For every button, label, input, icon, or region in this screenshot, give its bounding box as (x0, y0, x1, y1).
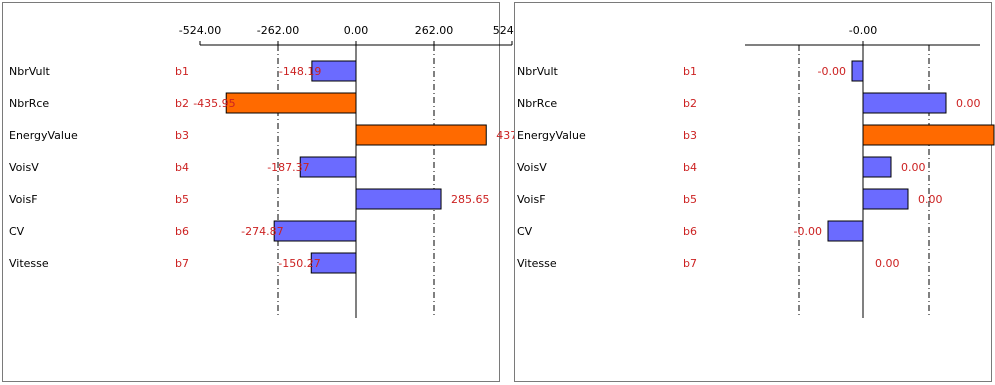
bar (827, 220, 864, 242)
row-name-label: NbrRce (9, 97, 49, 110)
bar (851, 60, 864, 82)
row-name-label: NbrVult (9, 65, 51, 78)
row-name-label: VoisF (517, 193, 546, 206)
bar-value-label: -150.27 (278, 257, 320, 270)
row-code-label: b2 (683, 97, 697, 110)
row-code-label: b1 (683, 65, 697, 78)
row-name-label: Vitesse (517, 257, 557, 270)
x-tick-label: -0.00 (849, 24, 877, 37)
x-tick-label: 262.00 (415, 24, 454, 37)
row-name-label: Vitesse (9, 257, 49, 270)
bar-value-label: 0.00 (901, 161, 926, 174)
row-code-label: b5 (175, 193, 189, 206)
row-name-label: VoisV (9, 161, 39, 174)
right-chart-panel: -0.00 NbrVult b1 -0.00 NbrRce b2 0.00 EnergyVal… (514, 2, 995, 382)
bar (862, 188, 909, 210)
bar (862, 156, 892, 178)
bar-value-label: -0.00 (794, 225, 822, 238)
row-code-label: b3 (683, 129, 697, 142)
bar-value-label: 0.00 (875, 257, 900, 270)
row-code-label: b5 (683, 193, 697, 206)
bar (225, 92, 357, 114)
x-tick-label: -262.00 (257, 24, 299, 37)
bar-value-label: -435.95 (193, 97, 235, 110)
row-code-label: b4 (175, 161, 189, 174)
row-name-label: VoisV (517, 161, 547, 174)
bar (862, 124, 995, 146)
x-tick-label: -524.00 (179, 24, 221, 37)
bar (355, 188, 442, 210)
row-code-label: b3 (175, 129, 189, 142)
row-code-label: b7 (683, 257, 697, 270)
bar-value-label: 285.65 (451, 193, 490, 206)
row-code-label: b2 (175, 97, 189, 110)
row-code-label: b1 (175, 65, 189, 78)
row-name-label: CV (517, 225, 533, 238)
row-code-label: b7 (175, 257, 189, 270)
bar (862, 92, 947, 114)
bar (273, 220, 357, 242)
bar (310, 252, 357, 274)
left-chart-panel: -524.00 -262.00 0.00 262.00 524.00 NbrVult b1-… (2, 2, 535, 382)
bar-value-label: -0.00 (818, 65, 846, 78)
bar-value-label: -187.37 (267, 161, 309, 174)
bar (299, 156, 357, 178)
row-name-label: EnergyValue (9, 129, 78, 142)
row-name-label: CV (9, 225, 25, 238)
row-code-label: b6 (683, 225, 697, 238)
row-name-label: EnergyValue (517, 129, 586, 142)
bar-value-label: 0.00 (956, 97, 981, 110)
right-chart-svg: -0.00 NbrVult b1 -0.00 NbrRce b2 0.00 EnergyVal… (517, 24, 995, 318)
row-code-label: b4 (683, 161, 697, 174)
bar-value-label: 0.00 (918, 193, 943, 206)
row-name-label: NbrRce (517, 97, 557, 110)
bar-value-label: -148.19 (279, 65, 321, 78)
row-name-label: NbrVult (517, 65, 559, 78)
x-tick-label: 0.00 (344, 24, 369, 37)
row-code-label: b6 (175, 225, 189, 238)
bar (311, 60, 357, 82)
bar-value-label: -274.87 (241, 225, 283, 238)
bar (355, 124, 487, 146)
row-name-label: VoisF (9, 193, 38, 206)
